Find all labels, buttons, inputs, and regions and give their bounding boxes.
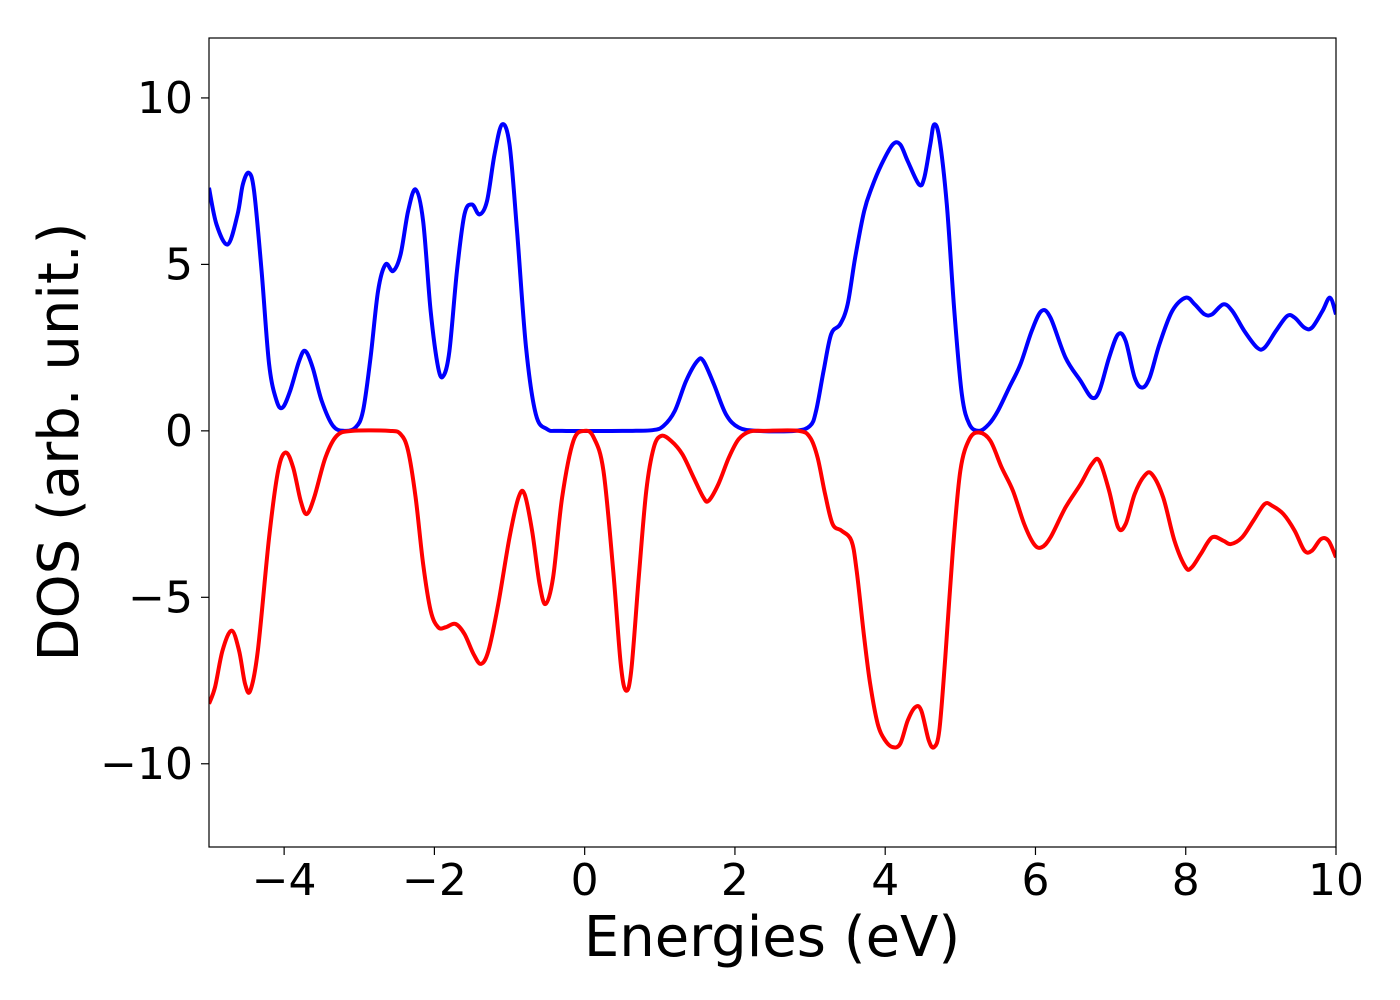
y-axis: 10 5 0 −5 −10 (100, 73, 209, 790)
x-tick-label: −2 (402, 855, 467, 906)
y-axis-label: DOS (arb. unit.) (27, 222, 92, 661)
y-tick-label: −5 (128, 572, 193, 623)
x-tick-label: 2 (721, 855, 749, 906)
x-tick-label: 8 (1172, 855, 1200, 906)
plot-frame (208, 37, 1337, 848)
x-tick-label: 0 (571, 855, 599, 906)
x-axis-label: Energies (eV) (584, 905, 960, 970)
series-layer (209, 122, 1336, 750)
dos-series-red-line (209, 428, 1336, 750)
x-axis: −4 −2 0 2 4 6 8 10 (252, 847, 1364, 906)
y-tick-label: 5 (165, 239, 193, 290)
x-tick-label: −4 (252, 855, 317, 906)
x-tick-label: 6 (1021, 855, 1049, 906)
y-tick-label: 0 (165, 406, 193, 457)
x-tick-label: 4 (871, 855, 899, 906)
y-tick-label: −10 (100, 739, 193, 790)
x-tick-label: 10 (1308, 855, 1364, 906)
dos-series-blue-line (209, 122, 1336, 434)
y-tick-label: 10 (137, 73, 193, 124)
